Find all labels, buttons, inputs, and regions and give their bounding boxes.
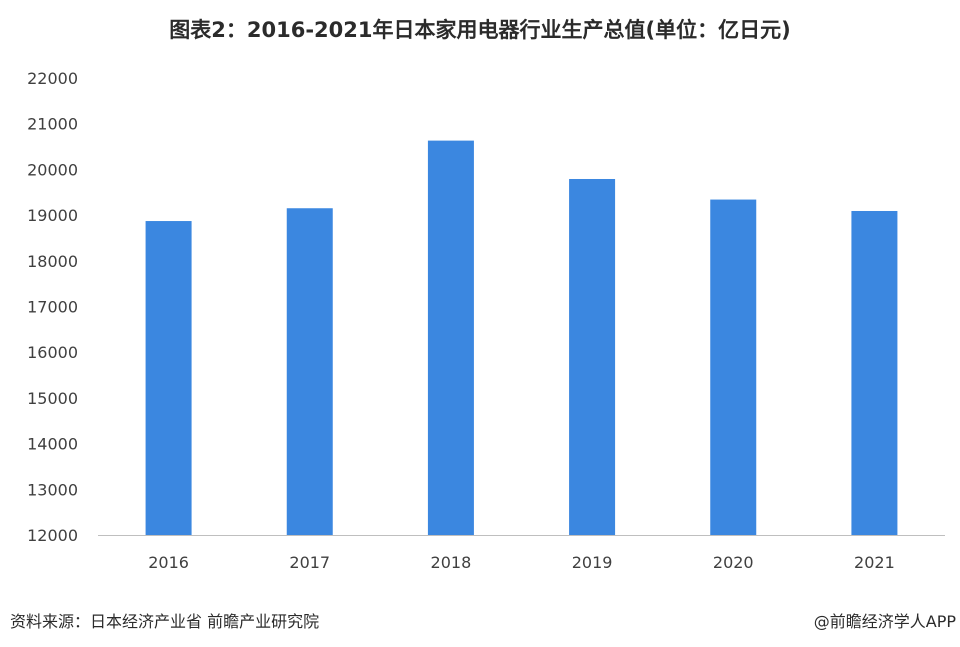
x-axis: 2016 2017 2018 2019 2020 2021 <box>148 553 895 572</box>
y-tick-label: 22000 <box>27 69 78 88</box>
y-tick-label: 14000 <box>27 435 78 454</box>
x-tick-label: 2018 <box>431 553 472 572</box>
y-tick-label: 13000 <box>27 480 78 499</box>
source-note: 资料来源：日本经济产业省 前瞻产业研究院 <box>10 612 320 631</box>
y-tick-label: 16000 <box>27 343 78 362</box>
y-tick-label: 20000 <box>27 160 78 179</box>
bars <box>145 140 898 535</box>
bar-2021 <box>851 210 898 535</box>
bar-chart: 12000 13000 14000 15000 16000 17000 18000 19000… <box>27 69 945 572</box>
x-tick-label: 2020 <box>713 553 754 572</box>
bar-2019 <box>569 178 616 535</box>
x-tick-label: 2016 <box>148 553 189 572</box>
bar-2020 <box>710 199 757 535</box>
x-tick-label: 2019 <box>572 553 613 572</box>
y-tick-label: 18000 <box>27 252 78 271</box>
bar-2018 <box>427 140 474 535</box>
y-tick-label: 21000 <box>27 115 78 134</box>
y-tick-label: 17000 <box>27 298 78 317</box>
x-tick-label: 2017 <box>289 553 330 572</box>
y-tick-label: 19000 <box>27 206 78 225</box>
y-tick-label: 15000 <box>27 389 78 408</box>
x-tick-label: 2021 <box>854 553 895 572</box>
y-tick-label: 12000 <box>27 526 78 545</box>
bar-2017 <box>286 208 333 535</box>
bar-2016 <box>145 221 192 535</box>
credit-note: @前瞻经济学人APP <box>813 612 956 631</box>
y-axis: 12000 13000 14000 15000 16000 17000 18000 19000… <box>27 69 78 545</box>
chart-title: 图表2：2016-2021年日本家用电器行业生产总值(单位：亿日元) <box>169 18 791 42</box>
